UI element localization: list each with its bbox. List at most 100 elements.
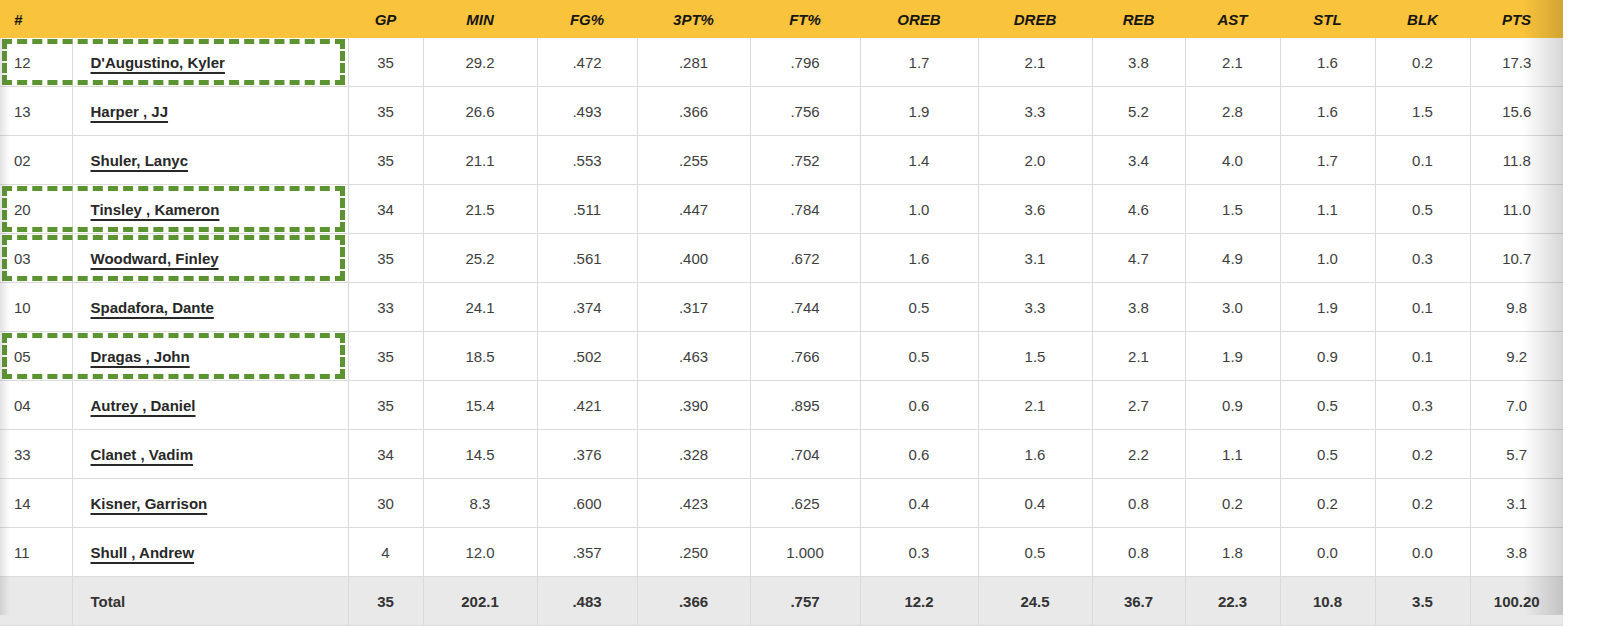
total-row: Total 35 202.1 .483 .366 .757 12.2 24.5 … (0, 577, 1563, 626)
player-row: 05 Dragas , John 35 18.5 .502 .463 .766 … (0, 332, 1563, 381)
total-reb: 36.7 (1092, 577, 1185, 626)
stat-cell-gp: 4 (348, 528, 423, 577)
total-dreb: 24.5 (978, 577, 1092, 626)
jersey-number-cell: 04 (0, 381, 72, 430)
stat-cell-fg: .493 (537, 87, 637, 136)
jersey-number-cell: 02 (0, 136, 72, 185)
stat-cell-reb: 0.8 (1092, 528, 1185, 577)
column-header-blk: BLK (1375, 0, 1470, 38)
stat-cell-3pt: .328 (637, 430, 750, 479)
total-min: 202.1 (423, 577, 537, 626)
player-name-link[interactable]: Dragas , John (91, 348, 190, 365)
stat-cell-ft: .625 (750, 479, 860, 528)
stat-cell-ast: 1.1 (1185, 430, 1280, 479)
stat-cell-ast: 3.0 (1185, 283, 1280, 332)
stat-cell-ft: 1.000 (750, 528, 860, 577)
stat-cell-dreb: 3.6 (978, 185, 1092, 234)
player-stats-table: # GP MIN FG% 3PT% FT% OREB DREB REB AST … (0, 0, 1563, 626)
stat-cell-oreb: 0.6 (860, 381, 978, 430)
player-name-link[interactable]: D'Augustino, Kyler (91, 54, 225, 71)
stat-cell-gp: 35 (348, 136, 423, 185)
column-header-ast: AST (1185, 0, 1280, 38)
player-name-link[interactable]: Kisner, Garrison (91, 495, 208, 512)
header-row: # GP MIN FG% 3PT% FT% OREB DREB REB AST … (0, 0, 1563, 38)
stat-cell-dreb: 2.1 (978, 381, 1092, 430)
column-header-ft: FT% (750, 0, 860, 38)
stat-cell-stl: 1.6 (1280, 87, 1375, 136)
stat-cell-pts: 15.6 (1470, 87, 1563, 136)
jersey-number: 02 (14, 152, 31, 169)
stat-cell-gp: 35 (348, 332, 423, 381)
stat-cell-fg: .357 (537, 528, 637, 577)
jersey-number: 11 (14, 544, 30, 561)
stat-cell-dreb: 0.4 (978, 479, 1092, 528)
player-row: 10 Spadafora, Dante 33 24.1 .374 .317 .7… (0, 283, 1563, 332)
player-name-cell: Shull , Andrew (72, 528, 348, 577)
stat-cell-ast: 4.9 (1185, 234, 1280, 283)
player-name-cell: Autrey , Daniel (72, 381, 348, 430)
stat-cell-gp: 30 (348, 479, 423, 528)
player-name-cell: Clanet , Vadim (72, 430, 348, 479)
column-header-number: # (0, 0, 72, 38)
jersey-number: 04 (14, 397, 31, 414)
player-name-link[interactable]: Tinsley , Kameron (91, 201, 220, 218)
stat-cell-pts: 5.7 (1470, 430, 1563, 479)
column-header-min: MIN (423, 0, 537, 38)
stat-cell-dreb: 2.1 (978, 38, 1092, 87)
stat-cell-reb: 5.2 (1092, 87, 1185, 136)
player-name-link[interactable]: Spadafora, Dante (91, 299, 214, 316)
stat-cell-gp: 33 (348, 283, 423, 332)
total-empty-cell (0, 577, 72, 626)
stat-cell-ft: .766 (750, 332, 860, 381)
player-name-cell: Woodward, Finley (72, 234, 348, 283)
stat-cell-fg: .376 (537, 430, 637, 479)
jersey-number: 14 (14, 495, 31, 512)
player-row: 14 Kisner, Garrison 30 8.3 .600 .423 .62… (0, 479, 1563, 528)
player-name-link[interactable]: Clanet , Vadim (91, 446, 194, 463)
stat-cell-fg: .502 (537, 332, 637, 381)
stat-cell-3pt: .463 (637, 332, 750, 381)
player-name-cell: D'Augustino, Kyler (72, 38, 348, 87)
stat-cell-fg: .421 (537, 381, 637, 430)
stat-cell-ast: 1.9 (1185, 332, 1280, 381)
stat-cell-gp: 35 (348, 87, 423, 136)
jersey-number-cell: 10 (0, 283, 72, 332)
stat-cell-stl: 0.0 (1280, 528, 1375, 577)
player-name-cell: Shuler, Lanyc (72, 136, 348, 185)
stat-cell-oreb: 1.9 (860, 87, 978, 136)
stat-cell-dreb: 3.1 (978, 234, 1092, 283)
player-name-cell: Kisner, Garrison (72, 479, 348, 528)
column-header-name (72, 0, 348, 38)
stat-cell-min: 18.5 (423, 332, 537, 381)
stat-cell-ft: .784 (750, 185, 860, 234)
stat-cell-stl: 0.5 (1280, 381, 1375, 430)
jersey-number-cell: 03 (0, 234, 72, 283)
stat-cell-pts: 10.7 (1470, 234, 1563, 283)
player-row: 03 Woodward, Finley 35 25.2 .561 .400 .6… (0, 234, 1563, 283)
jersey-number: 13 (14, 103, 31, 120)
player-name-cell: Spadafora, Dante (72, 283, 348, 332)
player-name-link[interactable]: Shull , Andrew (91, 544, 195, 561)
player-name-cell: Tinsley , Kameron (72, 185, 348, 234)
player-name-cell: Dragas , John (72, 332, 348, 381)
jersey-number-cell: 05 (0, 332, 72, 381)
stat-cell-stl: 0.9 (1280, 332, 1375, 381)
stat-cell-blk: 0.1 (1375, 136, 1470, 185)
stat-cell-dreb: 3.3 (978, 87, 1092, 136)
stat-cell-oreb: 1.4 (860, 136, 978, 185)
stat-cell-blk: 0.3 (1375, 381, 1470, 430)
jersey-number: 10 (14, 299, 31, 316)
jersey-number-cell: 13 (0, 87, 72, 136)
stat-cell-ft: .796 (750, 38, 860, 87)
player-name-link[interactable]: Autrey , Daniel (91, 397, 196, 414)
stat-cell-dreb: 3.3 (978, 283, 1092, 332)
stat-cell-3pt: .390 (637, 381, 750, 430)
player-name-link[interactable]: Shuler, Lanyc (91, 152, 189, 169)
stat-cell-3pt: .250 (637, 528, 750, 577)
player-name-link[interactable]: Woodward, Finley (91, 250, 219, 267)
stat-cell-stl: 1.9 (1280, 283, 1375, 332)
column-header-pts: PTS (1470, 0, 1563, 38)
stat-cell-oreb: 0.3 (860, 528, 978, 577)
stat-cell-blk: 0.1 (1375, 283, 1470, 332)
player-name-link[interactable]: Harper , JJ (91, 103, 169, 120)
